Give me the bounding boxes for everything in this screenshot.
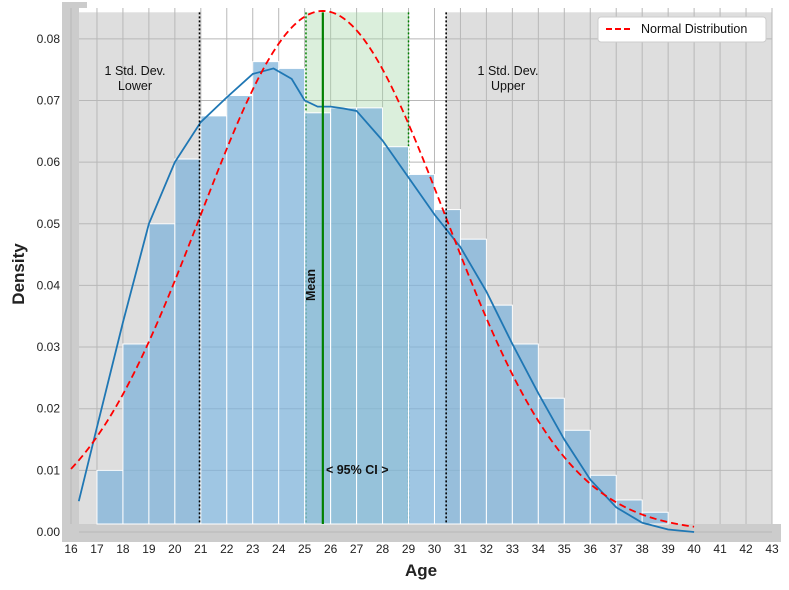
upper-std-label: 1 Std. Dev.: [478, 64, 539, 78]
histogram-bar: [459, 238, 487, 525]
x-tick-label: 30: [428, 542, 442, 556]
y-tick-label: 0.06: [37, 155, 61, 169]
x-tick-label: 34: [532, 542, 546, 556]
histogram-bar: [148, 223, 176, 525]
kde-curve: [77, 67, 695, 533]
bottom-spine: [62, 524, 781, 542]
x-tick-label: 36: [584, 542, 598, 556]
x-tick-label: 31: [454, 542, 468, 556]
x-tick-label: 26: [324, 542, 338, 556]
x-tick-label: 20: [168, 542, 182, 556]
x-tick-label: 40: [687, 542, 701, 556]
x-tick-label: 33: [506, 542, 520, 556]
normal-distribution-curve: [70, 10, 695, 528]
x-tick-label: 25: [298, 542, 312, 556]
y-tick-label: 0.08: [37, 32, 61, 46]
x-tick-label: 32: [480, 542, 494, 556]
x-tick-label: 16: [64, 542, 78, 556]
y-tick-label: 0.03: [37, 340, 61, 354]
mean-label: Mean: [304, 269, 318, 301]
histogram-bar: [433, 209, 461, 525]
y-tick-label: 0.07: [37, 93, 61, 107]
x-tick-label: 22: [220, 542, 234, 556]
x-tick-label: 29: [402, 542, 416, 556]
histogram-bar: [485, 304, 513, 525]
histogram-bar: [356, 107, 384, 525]
upper-std-label: Upper: [491, 79, 525, 93]
x-tick-label: 27: [350, 542, 364, 556]
lower-std-label: 1 Std. Dev.: [105, 64, 166, 78]
y-tick-label: 0.00: [37, 525, 61, 539]
x-tick-label: 19: [142, 542, 156, 556]
histogram-bar: [537, 397, 565, 525]
histogram-bar: [278, 67, 306, 525]
lower-std-label: Lower: [118, 79, 152, 93]
x-tick-label: 35: [558, 542, 572, 556]
x-tick-label: 39: [661, 542, 675, 556]
x-tick-label: 28: [376, 542, 390, 556]
histogram-bar: [200, 115, 228, 525]
ci-label: < 95% CI >: [326, 463, 389, 477]
histogram-bar: [226, 95, 254, 525]
y-tick-label: 0.04: [37, 278, 61, 292]
x-tick-label: 17: [90, 542, 104, 556]
x-tick-label: 38: [636, 542, 650, 556]
curve-layer: [70, 10, 695, 533]
histogram-bar: [330, 107, 358, 525]
x-tick-label: 24: [272, 542, 286, 556]
tick-label-layer: 16 17 18 19 20 21 22 23 24 25 26 27 28 29 30 31 32 33 34 35…: [37, 32, 779, 556]
histogram-bar: [408, 173, 435, 525]
histogram-bar: [122, 343, 150, 525]
x-tick-label: 23: [246, 542, 260, 556]
x-tick-label: 37: [610, 542, 624, 556]
histogram-bar: [511, 343, 539, 525]
y-axis-label: Density: [9, 243, 28, 305]
legend-box: [597, 16, 767, 43]
x-tick-label: 18: [116, 542, 130, 556]
x-tick-label: 43: [765, 542, 779, 556]
x-tick-label: 42: [739, 542, 753, 556]
x-tick-label: 41: [713, 542, 727, 556]
legend-normal-label: Normal Distribution: [641, 22, 747, 36]
histogram-bar: [96, 469, 124, 525]
x-axis-label: Age: [405, 561, 437, 580]
legend: Normal Distribution: [597, 16, 767, 43]
y-tick-label: 0.01: [37, 463, 61, 477]
histogram-bar: [174, 158, 202, 525]
y-tick-label: 0.05: [37, 217, 61, 231]
y-tick-label: 0.02: [37, 402, 61, 416]
x-tick-label: 21: [194, 542, 208, 556]
histogram-bar: [252, 61, 280, 525]
